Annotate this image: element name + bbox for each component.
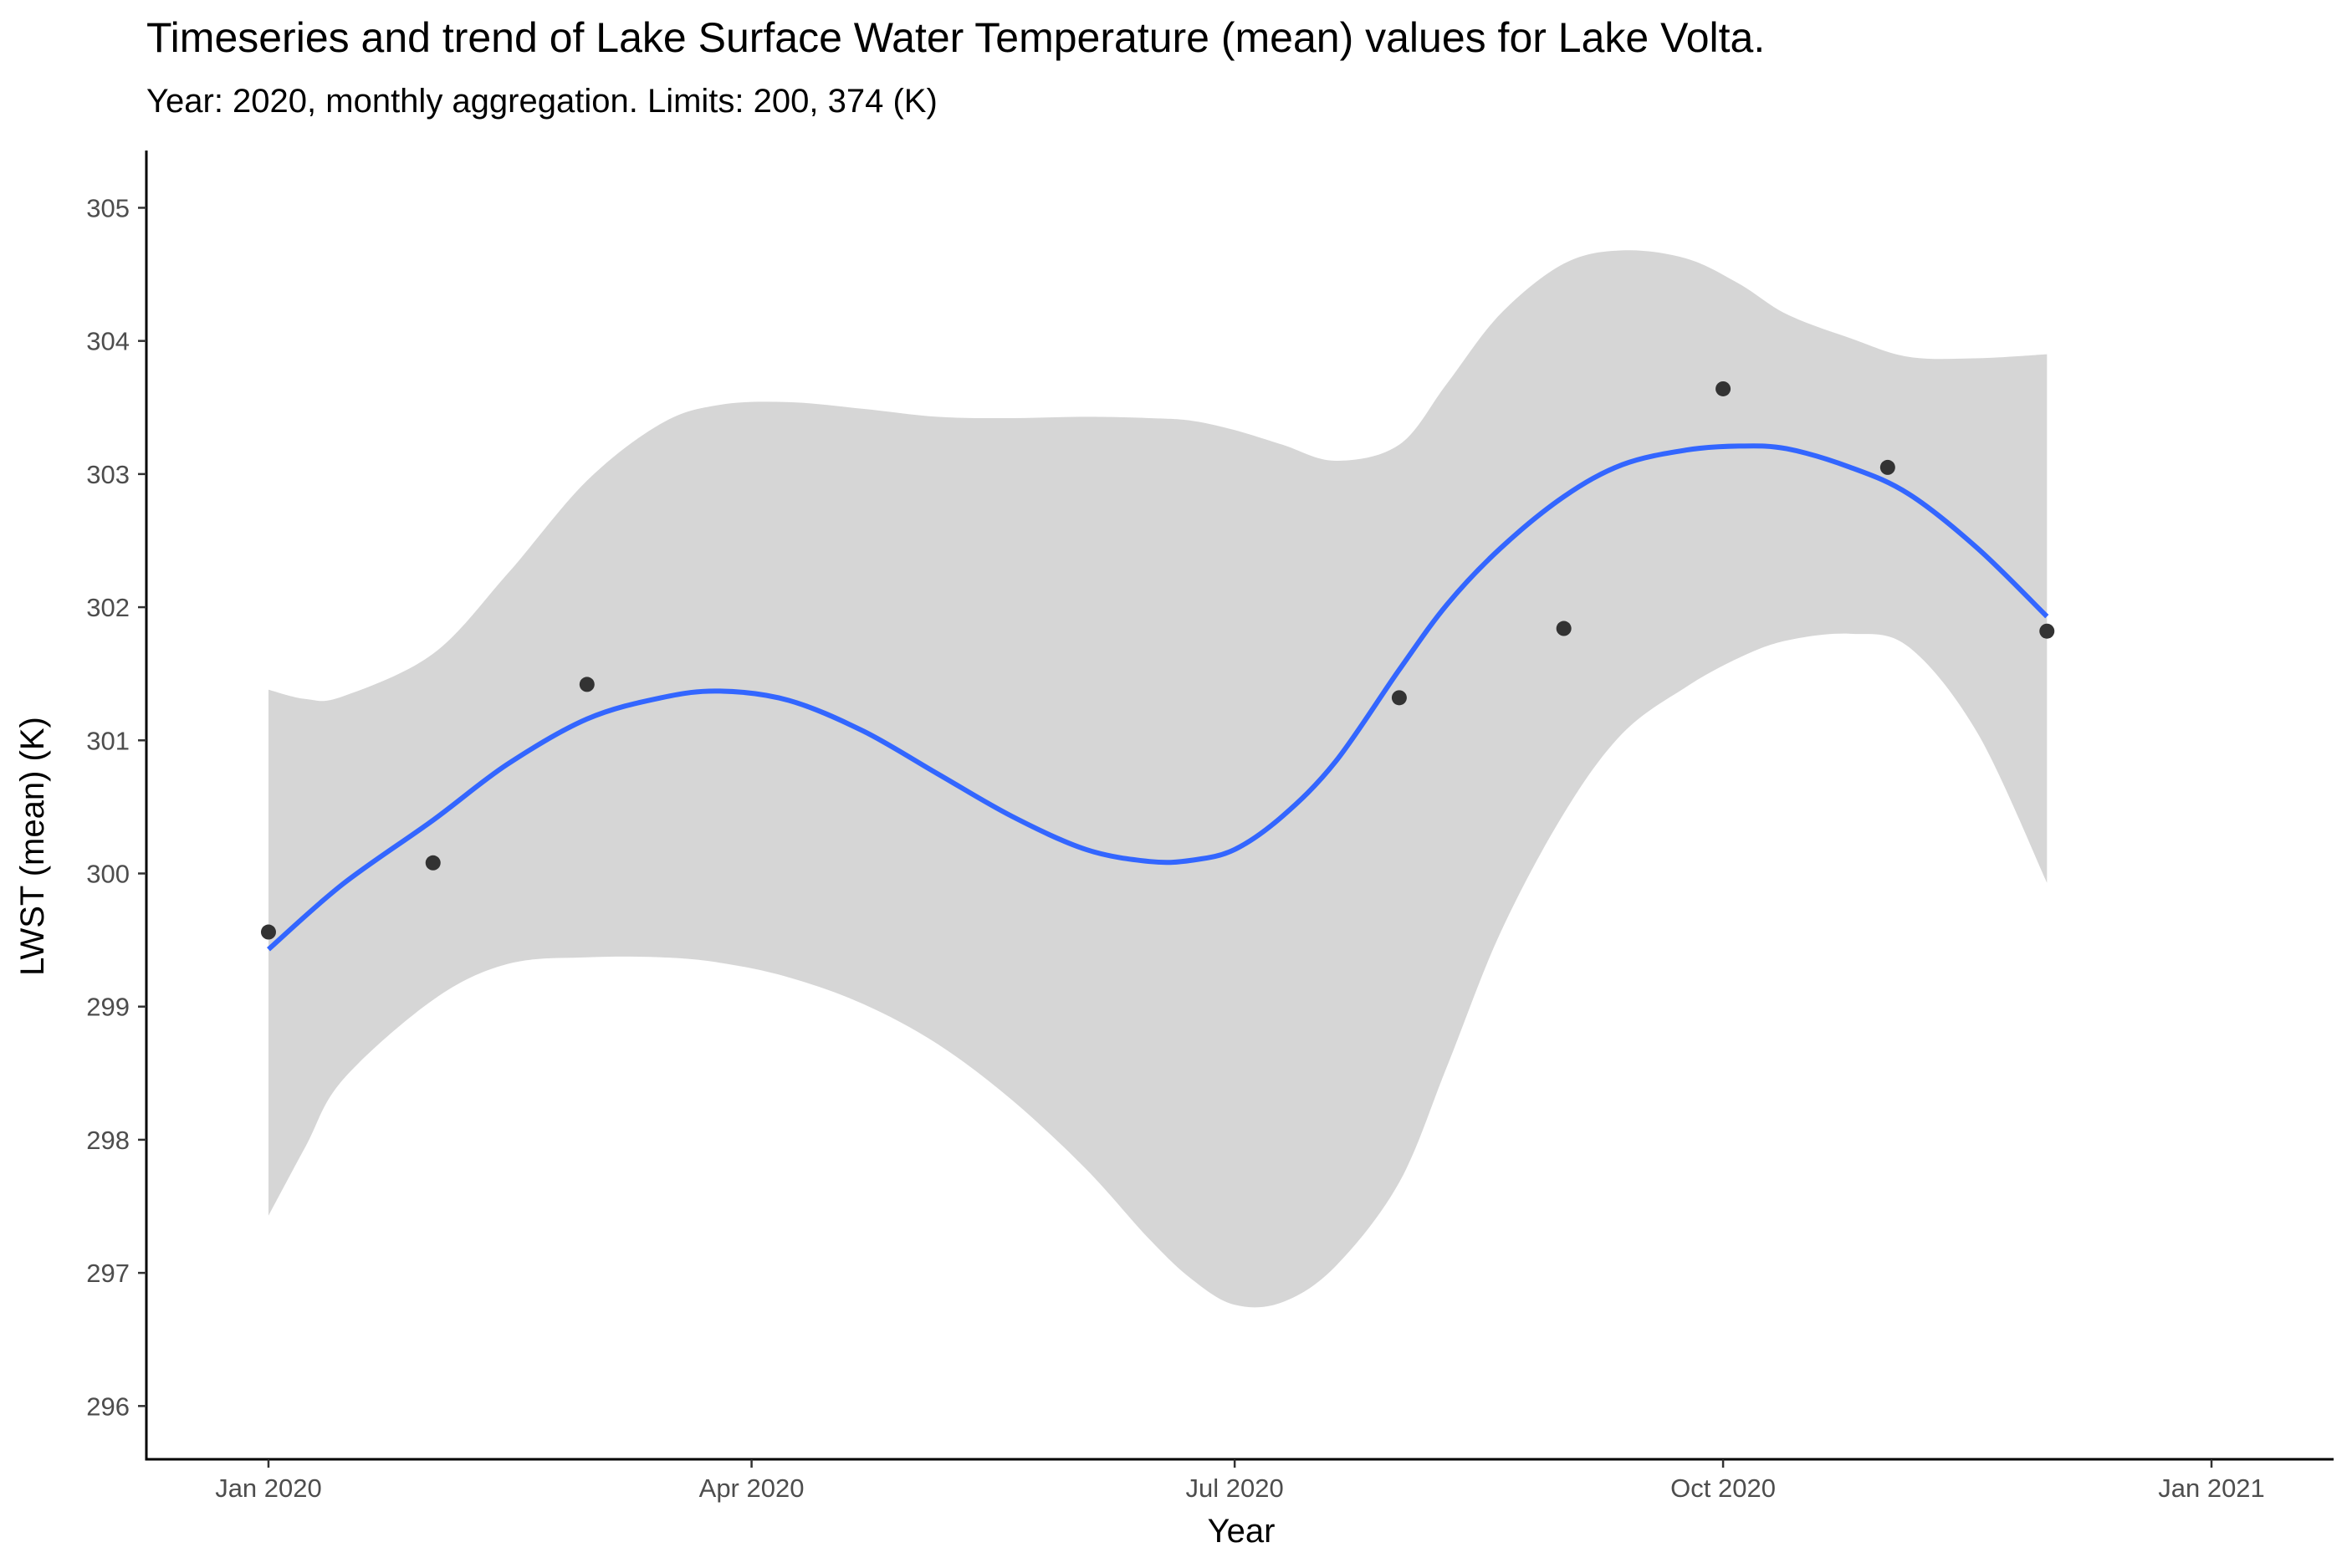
plot-area <box>260 250 2055 1308</box>
y-tick-label: 304 <box>86 327 130 356</box>
data-point <box>1391 690 1407 706</box>
y-tick-label: 302 <box>86 593 130 622</box>
x-axis-title: Year <box>1208 1513 1276 1550</box>
confidence-band <box>268 250 2048 1308</box>
y-tick-label: 298 <box>86 1126 130 1155</box>
y-tick-label: 300 <box>86 859 130 888</box>
y-axis-title: LWST (mean) (K) <box>14 717 51 976</box>
y-tick-label: 303 <box>86 460 130 489</box>
y-tick-label: 301 <box>86 726 130 755</box>
x-tick-label: Jan 2020 <box>215 1474 322 1503</box>
data-point <box>260 924 276 940</box>
data-point <box>1715 381 1731 396</box>
chart-title: Timeseries and trend of Lake Surface Wat… <box>146 14 1765 61</box>
x-tick-label: Jul 2020 <box>1186 1474 1284 1503</box>
y-tick-label: 299 <box>86 993 130 1022</box>
x-tick-label: Jan 2021 <box>2158 1474 2265 1503</box>
data-points <box>260 381 2055 940</box>
data-point <box>2039 623 2055 639</box>
data-point <box>1556 621 1572 636</box>
x-tick-label: Apr 2020 <box>699 1474 805 1503</box>
y-axis: 296 297 298 299 300 301 302 303 304 305 <box>86 151 148 1461</box>
y-tick-label: 305 <box>86 193 130 222</box>
x-axis: Jan 2020 Apr 2020 Jul 2020 Oct 2020 Jan 2021 <box>145 1458 2334 1503</box>
y-tick-label: 296 <box>86 1392 130 1421</box>
data-point <box>579 677 595 692</box>
data-point <box>425 855 441 871</box>
x-tick-label: Oct 2020 <box>1670 1474 1776 1503</box>
data-point <box>1879 459 1895 475</box>
y-tick-label: 297 <box>86 1259 130 1288</box>
chart-subtitle: Year: 2020, monthly aggregation. Limits:… <box>146 83 938 120</box>
trend-line <box>267 443 2049 952</box>
